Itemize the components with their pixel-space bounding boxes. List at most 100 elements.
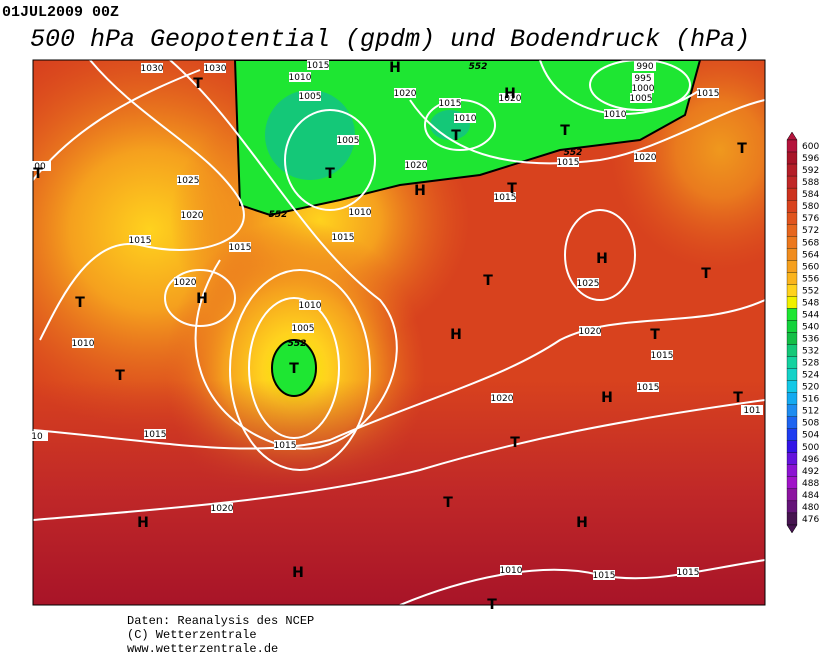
isobar-label-text: 10 — [31, 432, 43, 442]
isobar-label-text: 995 — [634, 74, 651, 84]
pressure-center: T — [733, 390, 743, 406]
isobar-label-bg — [29, 161, 51, 171]
isobar-label-bg — [211, 503, 233, 513]
map-frame — [32, 59, 766, 606]
colorbar-label: 484 — [802, 491, 819, 501]
isobar-label-text: 1020 — [174, 278, 197, 288]
pressure-center: T — [737, 141, 747, 157]
colorbar-label: 544 — [802, 310, 819, 320]
isobar-label: 1015 — [144, 429, 166, 440]
colorbar-label: 512 — [802, 407, 819, 417]
isobar-label: 1005 — [299, 91, 322, 102]
isobar-label-bg — [637, 382, 659, 392]
colorbar-cell — [786, 163, 798, 177]
isobar-label-bg — [577, 278, 599, 288]
colorbar-label: 520 — [802, 383, 819, 393]
isobar-label: 1010 — [289, 72, 312, 83]
colorbar-label: 580 — [802, 202, 819, 212]
isobar-label: 1020 — [491, 393, 514, 404]
isobar-label-text: 1020 — [634, 153, 657, 163]
colorbar-cell — [786, 175, 798, 189]
pressure-center: T — [193, 76, 203, 92]
isobar-label-bg — [630, 93, 652, 103]
colorbar-label: 500 — [802, 443, 819, 453]
colorbar-label: 592 — [802, 166, 819, 176]
colorbar-cell — [786, 199, 798, 213]
colorbar-label: 564 — [802, 250, 819, 260]
isobar-label-text: 1015 — [229, 243, 252, 253]
colorbar-cell — [786, 428, 798, 441]
isobar-label-bg — [307, 60, 329, 70]
colorbar-label: 556 — [802, 274, 819, 284]
isobar-label-bg — [491, 393, 513, 403]
colorbar-cell — [786, 212, 798, 225]
colorbar-cell — [786, 356, 798, 369]
pressure-center: T — [560, 123, 570, 139]
colorbar-cell — [786, 500, 798, 514]
colorbar-cell — [786, 416, 798, 429]
isobar-label-bg — [289, 72, 311, 82]
footer-text: www.wetterzentrale.de — [127, 642, 278, 656]
isobar-label-bg — [332, 232, 354, 242]
isobar-label: 10 — [26, 431, 48, 442]
pressure-center: T — [701, 266, 711, 282]
pressure-center: H — [450, 327, 462, 343]
pressure-center: T — [487, 597, 497, 613]
pressure-center: H — [504, 86, 516, 102]
isobar-label-text: 1005 — [299, 92, 322, 102]
isobar-label-bg — [557, 157, 579, 167]
pressure-center: H — [196, 291, 208, 307]
isobar-label: 1020 — [394, 88, 417, 99]
isobar-label-bg — [405, 160, 427, 170]
colorbar-label: 532 — [802, 347, 819, 357]
isobar-label: 1020 — [181, 210, 204, 221]
colorbar-cell — [786, 248, 798, 261]
isobar-label-text: 1015 — [651, 351, 674, 361]
isobar-label: 1020 — [174, 277, 197, 288]
colorbar-label: 524 — [802, 371, 819, 381]
isobar-label: 1015 — [651, 350, 674, 361]
field-green-low — [271, 339, 317, 397]
isobar-label-bg — [632, 83, 654, 93]
pressure-center: H — [414, 183, 426, 199]
isobar-label-text: 1015 — [439, 99, 462, 109]
isobar-label: 1015 — [332, 232, 354, 243]
colorbar-cell — [786, 284, 798, 297]
isobar-label-bg — [697, 88, 719, 98]
colorbar-label: 588 — [802, 178, 819, 188]
isobar-label-bg — [299, 300, 321, 310]
isobar-label-text: 990 — [636, 62, 653, 72]
isobar-label-bg — [593, 570, 615, 580]
isobar-label-bg — [174, 277, 196, 287]
colorbar-label: 536 — [802, 334, 819, 344]
colorbar-label: 496 — [802, 455, 819, 465]
isobar-label: 1030 — [141, 63, 164, 74]
colorbar-label: 516 — [802, 395, 819, 405]
field-cold-core — [265, 90, 355, 180]
colorbar-cell — [786, 344, 798, 357]
isobar-label-bg — [741, 405, 763, 415]
isobar-label-bg — [299, 91, 321, 101]
isobar-label-bg — [500, 565, 522, 575]
colorbar-label: 584 — [802, 190, 819, 200]
isobar-label-text: 1030 — [204, 64, 227, 74]
colorbar-label: 488 — [802, 479, 819, 489]
isobar-label-bg — [141, 63, 163, 73]
pressure-center: T — [75, 295, 85, 311]
pressure-center: T — [289, 361, 299, 377]
colorbar-tip — [786, 131, 798, 141]
map-date: 01JUL2009 00Z — [2, 4, 119, 21]
colorbar-cell — [786, 236, 798, 249]
isobar-label: 1015 — [274, 440, 296, 451]
isobar-label: 990 — [634, 61, 656, 72]
colorbar-label: 596 — [802, 154, 819, 164]
isobar-label-text: 1020 — [499, 94, 522, 104]
isobar-label: 1025 — [177, 175, 199, 186]
isobar-label-bg — [604, 109, 626, 119]
colorbar-label: 528 — [802, 359, 819, 369]
pressure-center: T — [325, 166, 335, 182]
colorbar-cell — [786, 404, 798, 417]
colorbar-label: 548 — [802, 298, 819, 308]
isobars — [33, 60, 765, 605]
